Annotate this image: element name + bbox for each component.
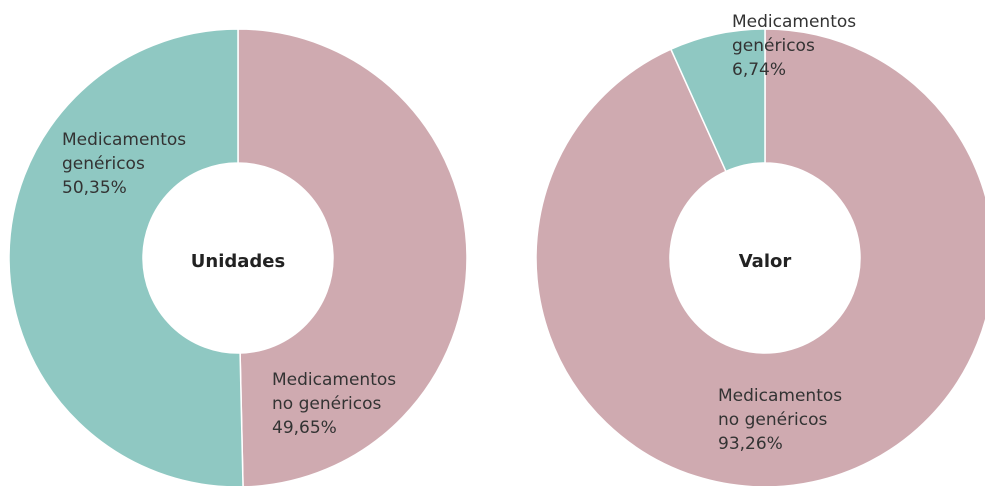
slice-label: Medicamentos genéricos 50,35% [62,128,190,200]
donut-slice [8,28,244,486]
category-label: Medicamentos genéricos [732,12,857,56]
value-label: 49,65% [272,418,337,438]
value-label: 50,35% [62,178,127,198]
donut-slice [535,28,985,486]
value-label: 93,26% [718,434,783,454]
center-title: Unidades [191,251,285,272]
value-label: 6,74% [732,60,787,80]
slice-label: Medicamentos no genéricos 93,26% [718,384,846,456]
slice-label: Medicamentos genéricos 6,74% [732,10,860,82]
donut-slice [237,28,468,486]
slice-label: Medicamentos no genéricos 49,65% [272,368,400,440]
donut-slice [669,28,766,173]
center-title: Valor [739,251,792,272]
category-label: Medicamentos no genéricos [718,386,843,430]
category-label: Medicamentos no genéricos [272,370,397,414]
category-label: Medicamentos genéricos [62,130,187,174]
